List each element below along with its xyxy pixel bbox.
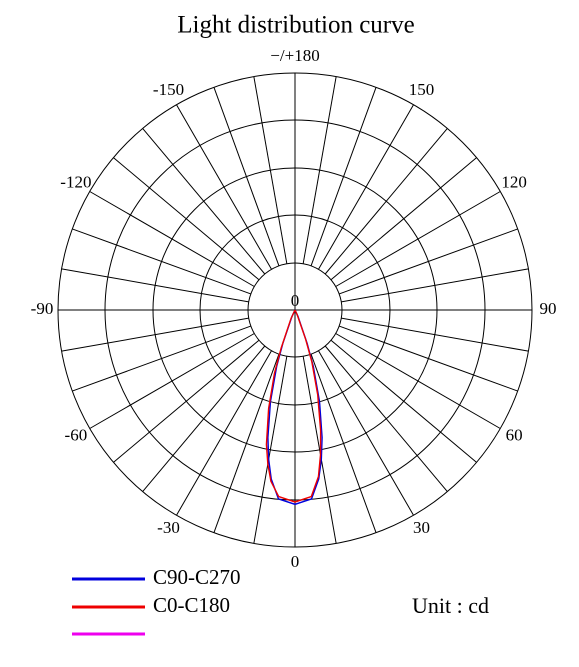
angle-label: −/+180: [270, 46, 319, 65]
grid-spoke: [341, 317, 529, 352]
angle-label: 60: [506, 425, 523, 444]
grid-spoke: [302, 356, 337, 544]
grid-spoke: [318, 104, 414, 270]
angle-label: -120: [60, 172, 91, 191]
grid-spoke: [89, 191, 255, 287]
grid-spoke: [324, 128, 448, 275]
grid-spoke: [72, 325, 252, 392]
angle-label: -60: [65, 425, 88, 444]
grid-spoke: [176, 104, 272, 270]
grid-spoke: [213, 353, 280, 533]
grid-spoke: [341, 268, 529, 303]
grid-spoke: [113, 157, 260, 281]
grid-spoke: [72, 228, 252, 295]
grid-spoke: [338, 228, 518, 295]
angle-label: -150: [153, 80, 184, 99]
angle-label: 150: [409, 80, 435, 99]
grid-spoke: [253, 76, 288, 264]
grid-spoke: [335, 191, 501, 287]
chart-title: Light distribution curve: [177, 12, 414, 39]
curve: [265, 309, 322, 503]
grid-spoke: [253, 356, 288, 544]
angle-label: 0: [291, 552, 300, 571]
grid-spoke: [89, 333, 255, 429]
grid-spoke: [142, 128, 266, 275]
grid-spoke: [310, 353, 377, 533]
grid-spoke: [61, 317, 249, 352]
grid-spoke: [324, 345, 448, 492]
grid-spoke: [318, 350, 414, 516]
grid-spoke: [213, 87, 280, 267]
angle-label: 120: [501, 172, 527, 191]
grid-spoke: [338, 325, 518, 392]
angle-label: 30: [413, 518, 430, 537]
unit-label: Unit : cd: [412, 593, 489, 618]
r-tick-label: 0: [291, 291, 300, 310]
grid-spoke: [310, 87, 377, 267]
grid-spoke: [302, 76, 337, 264]
grid-spoke: [330, 157, 477, 281]
grid-spoke: [61, 268, 249, 303]
angle-label: -90: [31, 299, 54, 318]
legend-label: C0-C180: [153, 593, 230, 617]
legend-label: C90-C270: [153, 565, 241, 589]
grid-spoke: [335, 333, 501, 429]
grid-spoke: [142, 345, 266, 492]
angle-label: 90: [540, 299, 557, 318]
angle-label: -30: [157, 518, 180, 537]
grid-spoke: [113, 339, 260, 463]
grid-spoke: [176, 350, 272, 516]
grid-spoke: [330, 339, 477, 463]
